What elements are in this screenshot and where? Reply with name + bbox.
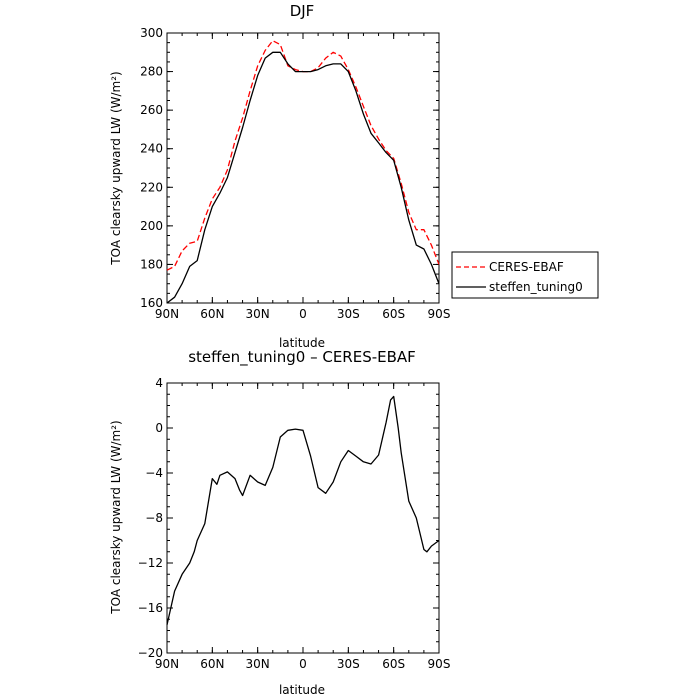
bottom-x-tick-label: 90N [155, 657, 179, 671]
top-x-tick-label: 60S [382, 307, 405, 321]
top-y-tick-label: 220 [140, 180, 163, 194]
bottom-x-tick-label: 90S [428, 657, 451, 671]
bottom-series-line-steffen-tuning0-ceres-ebaf [166, 395, 440, 626]
bottom-y-axis-title: TOA clearsky upward LW (W/m²) [109, 420, 123, 614]
legend-label-ceres-ebaf: CERES-EBAF [489, 260, 564, 274]
top-y-tick-label: 280 [140, 65, 163, 79]
bottom-x-axis-title: latitude [279, 683, 325, 697]
top-y-tick-label: 200 [140, 219, 163, 233]
bottom-x-tick-label: 60S [382, 657, 405, 671]
top-x-tick-label: 0 [299, 307, 307, 321]
bottom-y-tick-label: −4 [145, 466, 163, 480]
bottom-x-tick-label: 0 [299, 657, 307, 671]
bottom-y-tick-label: −20 [138, 646, 163, 660]
bottom-x-tick-label: 30S [337, 657, 360, 671]
top-x-tick-label: 30S [337, 307, 360, 321]
top-series-line-steffen-tuning0 [166, 51, 440, 304]
top-plot-frame [166, 32, 440, 304]
top-y-tick-label: 260 [140, 103, 163, 117]
bottom-y-tick-label: 0 [155, 421, 163, 435]
top-x-tick-label: 60N [200, 307, 224, 321]
top-x-tick-label: 90S [428, 307, 451, 321]
legend-label-steffen-tuning0: steffen_tuning0 [489, 280, 583, 294]
bottom-y-tick-label: −16 [138, 601, 163, 615]
legend-frame [451, 251, 599, 299]
top-x-axis-title: latitude [279, 336, 325, 350]
bottom-plot-title: steffen_tuning0 – CERES-EBAF [188, 348, 416, 367]
bottom-y-tick-label: −12 [138, 556, 163, 570]
top-y-axis-title: TOA clearsky upward LW (W/m²) [109, 71, 123, 265]
top-y-tick-label: 300 [140, 26, 163, 40]
top-plot-title: DJF [290, 2, 315, 20]
top-series-line-ceres-ebaf [166, 40, 440, 271]
bottom-y-tick-label: 4 [155, 376, 163, 390]
top-x-tick-label: 90N [155, 307, 179, 321]
bottom-x-tick-label: 30N [246, 657, 270, 671]
bottom-x-tick-label: 60N [200, 657, 224, 671]
plot-layer: 90N 60N 30N 0 30S 60S 90S 160 180 200 220 240 260 280… [138, 26, 451, 671]
top-y-tick-label: 240 [140, 142, 163, 156]
top-x-tick-label: 30N [246, 307, 270, 321]
top-y-tick-label: 160 [140, 296, 163, 310]
legend: CERES-EBAF steffen_tuning0 [451, 251, 599, 299]
top-y-tick-label: 180 [140, 257, 163, 271]
bottom-y-tick-label: −8 [145, 511, 163, 525]
